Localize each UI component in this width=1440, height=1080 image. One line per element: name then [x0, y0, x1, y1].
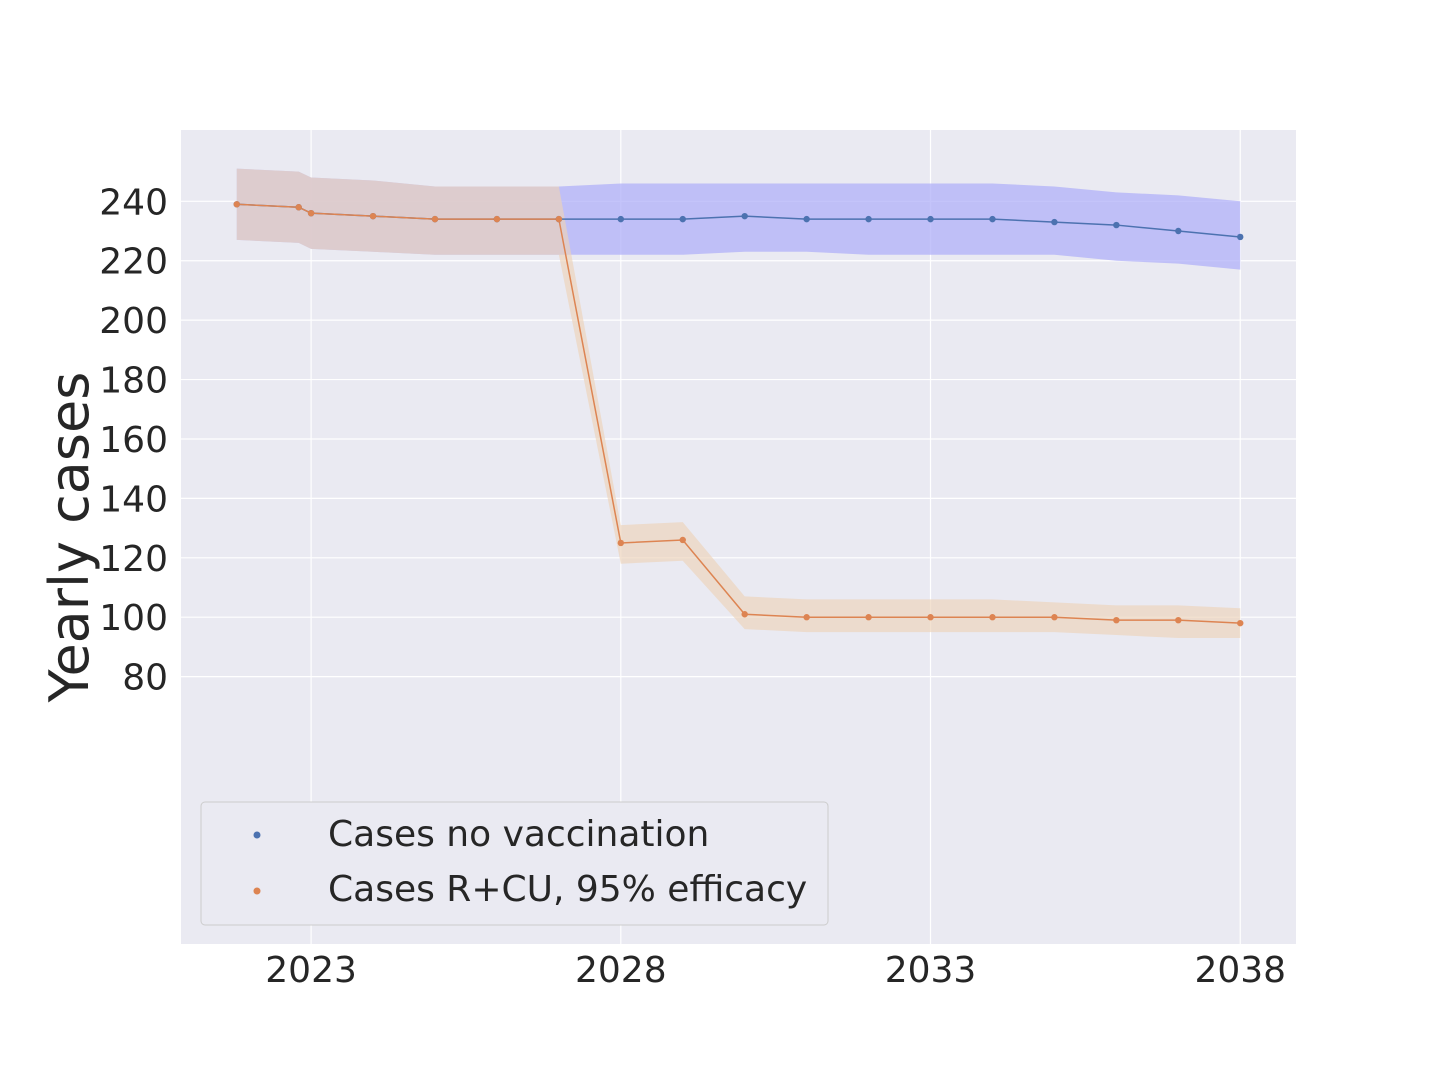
y-tick-label-160: 160 [99, 420, 168, 461]
point-series-1-5 [493, 215, 501, 223]
point-series-1-10 [803, 614, 810, 621]
point-series-1-7 [617, 539, 625, 547]
point-series-1-8 [679, 536, 686, 544]
point-series-0-17 [1237, 233, 1244, 241]
point-series-1-4 [431, 215, 439, 223]
point-series-1-3 [369, 212, 377, 220]
point-series-0-16 [1175, 227, 1182, 235]
point-series-0-10 [803, 215, 810, 223]
y-tick-labels: 80 100 120 140 160 180 200 220 240 [99, 182, 168, 698]
point-series-1-9 [741, 611, 748, 618]
x-tick-label-2023: 2023 [265, 950, 357, 991]
x-tick-label-2038: 2038 [1194, 950, 1286, 991]
y-tick-label-100: 100 [99, 598, 168, 639]
point-series-0-7 [617, 215, 625, 223]
point-series-1-14 [1051, 614, 1058, 621]
point-series-1-17 [1237, 619, 1244, 627]
point-series-1-2 [307, 209, 315, 217]
y-tick-label-240: 240 [99, 182, 168, 223]
legend-marker-rcu [253, 887, 261, 895]
point-series-0-13 [989, 215, 996, 223]
y-tick-label-200: 200 [99, 301, 168, 342]
y-tick-label-80: 80 [122, 658, 168, 699]
band-series-1 [236, 168, 1241, 639]
legend-box [200, 801, 829, 926]
legend: Cases no vaccination Cases R+CU, 95% eff… [200, 801, 829, 926]
series-points [233, 201, 1244, 627]
line-series-1 [236, 203, 1241, 624]
point-series-1-15 [1113, 616, 1120, 624]
point-series-0-8 [679, 215, 686, 223]
point-series-0-15 [1113, 221, 1120, 229]
point-series-1-1 [295, 204, 302, 211]
y-tick-label-220: 220 [99, 242, 168, 283]
legend-label-rcu: Cases R+CU, 95% efficacy [328, 869, 807, 910]
x-tick-label-2033: 2033 [885, 950, 977, 991]
point-series-1-13 [989, 614, 996, 621]
point-series-1-6 [555, 215, 563, 223]
point-series-0-14 [1051, 218, 1058, 226]
legend-label-no-vaccination: Cases no vaccination [328, 814, 709, 855]
series-lines [236, 203, 1241, 624]
y-tick-label-140: 140 [99, 479, 168, 520]
point-series-0-12 [927, 215, 934, 223]
y-tick-label-180: 180 [99, 361, 168, 402]
legend-marker-no-vaccination [253, 831, 261, 839]
confidence-bands [236, 168, 1241, 639]
y-tick-label-120: 120 [99, 539, 168, 580]
point-series-1-11 [865, 614, 872, 621]
point-series-0-11 [865, 215, 872, 223]
point-series-1-16 [1175, 616, 1182, 624]
y-axis-label: Yearly cases [38, 372, 101, 704]
point-series-0-9 [741, 212, 748, 220]
x-tick-labels: 2023 2028 2033 2038 [265, 950, 1286, 991]
point-series-1-12 [927, 614, 934, 621]
x-tick-label-2028: 2028 [575, 950, 667, 991]
point-series-1-0 [233, 201, 240, 208]
